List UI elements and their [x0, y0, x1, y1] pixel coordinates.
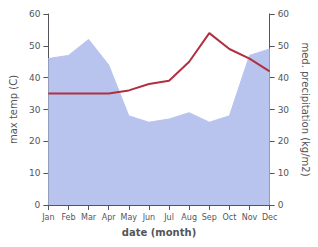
svg-text:Oct: Oct [222, 213, 236, 222]
svg-text:30: 30 [29, 105, 41, 115]
svg-text:0: 0 [35, 200, 41, 210]
svg-text:date (month): date (month) [122, 227, 196, 238]
svg-text:40: 40 [29, 73, 41, 83]
svg-text:Jul: Jul [163, 213, 174, 222]
svg-text:60: 60 [278, 9, 290, 19]
svg-text:60: 60 [29, 9, 41, 19]
svg-text:Sep: Sep [202, 213, 217, 222]
svg-text:50: 50 [29, 41, 41, 51]
svg-text:May: May [121, 213, 138, 222]
svg-text:0: 0 [278, 200, 284, 210]
svg-text:Dec: Dec [262, 213, 277, 222]
svg-text:20: 20 [278, 136, 290, 146]
svg-text:max temp (C): max temp (C) [8, 75, 19, 144]
svg-text:30: 30 [278, 105, 290, 115]
svg-text:Nov: Nov [242, 213, 258, 222]
svg-text:Mar: Mar [81, 213, 97, 222]
svg-text:Aug: Aug [181, 213, 197, 222]
svg-text:20: 20 [29, 136, 41, 146]
svg-text:50: 50 [278, 41, 290, 51]
svg-text:40: 40 [278, 73, 290, 83]
svg-text:med. precipitation (kg/m2): med. precipitation (kg/m2) [300, 42, 311, 176]
svg-text:Jan: Jan [41, 213, 54, 222]
svg-text:10: 10 [29, 168, 41, 178]
svg-text:Feb: Feb [61, 213, 75, 222]
svg-text:Apr: Apr [102, 213, 117, 222]
svg-text:Jun: Jun [142, 213, 156, 222]
svg-text:10: 10 [278, 168, 290, 178]
